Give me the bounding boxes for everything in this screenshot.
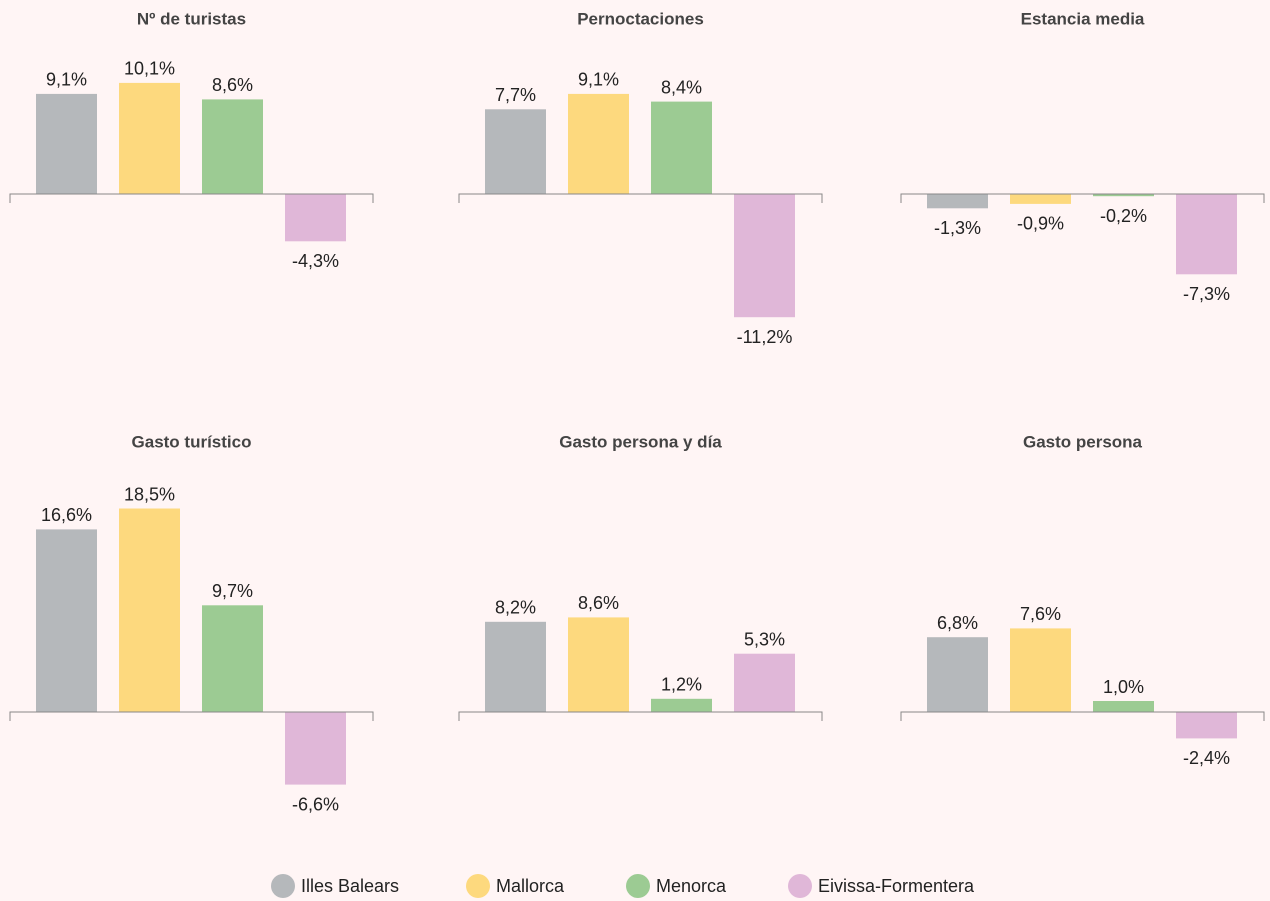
bar bbox=[1010, 194, 1071, 204]
bar bbox=[285, 712, 346, 785]
bar bbox=[202, 605, 263, 712]
bar bbox=[36, 93, 97, 194]
value-label: -7,3% bbox=[1183, 284, 1230, 304]
chart-title: Gasto persona y día bbox=[559, 432, 722, 451]
bar bbox=[568, 617, 629, 712]
bar bbox=[927, 194, 988, 209]
value-label: 7,7% bbox=[495, 85, 536, 105]
bar bbox=[1093, 194, 1154, 197]
bar bbox=[568, 93, 629, 194]
bar bbox=[202, 99, 263, 194]
value-label: 9,7% bbox=[212, 581, 253, 601]
value-label: 8,2% bbox=[495, 598, 536, 618]
value-label: 8,4% bbox=[661, 77, 702, 97]
bar bbox=[119, 508, 180, 712]
axis-line bbox=[458, 193, 823, 203]
bar bbox=[1176, 194, 1237, 275]
legend-label: Mallorca bbox=[496, 876, 565, 896]
value-label: -1,3% bbox=[934, 218, 981, 238]
value-label: -6,6% bbox=[292, 794, 339, 814]
bar bbox=[485, 621, 546, 712]
chart-title: Gasto turístico bbox=[132, 432, 252, 451]
axis-line bbox=[9, 711, 374, 721]
legend-swatch bbox=[626, 874, 650, 898]
chart-title: Nº de turistas bbox=[137, 9, 246, 28]
legend-swatch bbox=[788, 874, 812, 898]
chart-title: Estancia media bbox=[1021, 9, 1145, 28]
value-label: -2,4% bbox=[1183, 748, 1230, 768]
axis-line bbox=[458, 711, 823, 721]
bar bbox=[651, 101, 712, 194]
bar bbox=[734, 653, 795, 712]
bar bbox=[1176, 712, 1237, 739]
value-label: 1,0% bbox=[1103, 677, 1144, 697]
axis-line bbox=[900, 711, 1265, 721]
value-label: -11,2% bbox=[737, 327, 793, 347]
bar bbox=[1010, 628, 1071, 712]
bar bbox=[651, 698, 712, 712]
chart-title: Pernoctaciones bbox=[577, 9, 704, 28]
value-label: 5,3% bbox=[744, 629, 785, 649]
value-label: 6,8% bbox=[937, 613, 978, 633]
value-label: 10,1% bbox=[124, 59, 175, 79]
value-label: 8,6% bbox=[578, 593, 619, 613]
bar bbox=[734, 194, 795, 318]
value-label: 1,2% bbox=[661, 675, 702, 695]
axis-line bbox=[9, 193, 374, 203]
value-label: 9,1% bbox=[578, 70, 619, 90]
legend-swatch bbox=[466, 874, 490, 898]
legend-swatch bbox=[271, 874, 295, 898]
value-label: -0,2% bbox=[1100, 206, 1147, 226]
legend-label: Eivissa-Formentera bbox=[818, 876, 975, 896]
value-label: 9,1% bbox=[46, 70, 87, 90]
bar bbox=[1093, 701, 1154, 712]
value-label: -4,3% bbox=[292, 251, 339, 271]
value-label: -0,9% bbox=[1017, 214, 1064, 234]
value-label: 7,6% bbox=[1020, 604, 1061, 624]
chart-title: Gasto persona bbox=[1023, 432, 1143, 451]
legend-label: Illes Balears bbox=[301, 876, 399, 896]
value-label: 8,6% bbox=[212, 75, 253, 95]
bar bbox=[36, 529, 97, 712]
value-label: 16,6% bbox=[41, 505, 92, 525]
bar bbox=[927, 637, 988, 712]
bar bbox=[485, 109, 546, 194]
bar bbox=[119, 82, 180, 194]
value-label: 18,5% bbox=[124, 484, 175, 504]
bar bbox=[285, 194, 346, 242]
axis-line bbox=[900, 193, 1265, 203]
legend-label: Menorca bbox=[656, 876, 727, 896]
